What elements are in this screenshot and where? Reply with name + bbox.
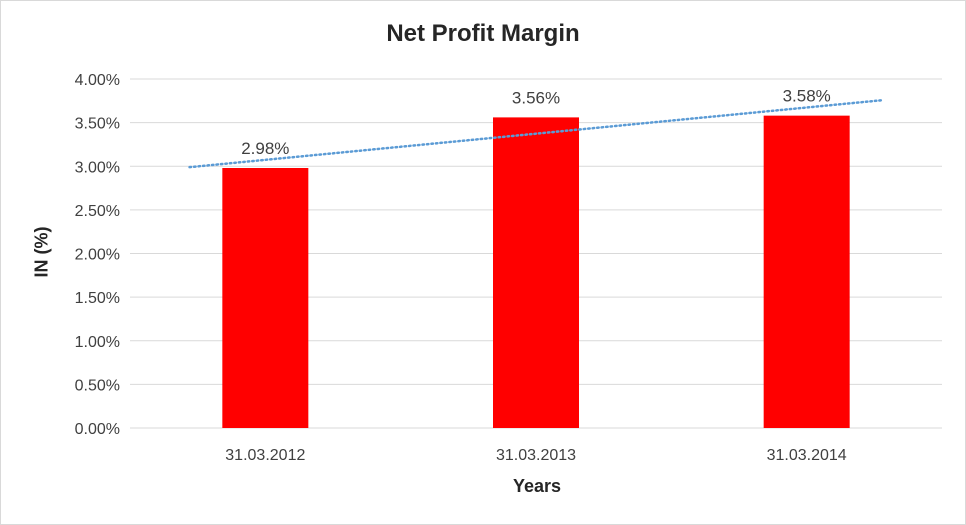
y-tick-label: 1.00%: [75, 334, 120, 351]
trendline-layer: [188, 98, 884, 169]
data-label: 3.56%: [512, 88, 560, 107]
data-labels: 2.98% 3.56% 3.58%: [241, 87, 831, 158]
y-tick-label: 3.50%: [75, 116, 120, 133]
y-tick-label: 1.50%: [75, 290, 120, 307]
bar: [493, 117, 579, 428]
data-label: 3.58%: [783, 87, 831, 106]
bar: [763, 115, 850, 429]
bars: [222, 115, 850, 429]
bar: [222, 167, 309, 428]
y-tick-label: 2.00%: [75, 247, 120, 264]
x-tick-label: 31.03.2013: [496, 447, 576, 464]
y-tick-label: 0.00%: [75, 421, 120, 438]
y-tick-label: 4.00%: [75, 72, 120, 89]
x-tick-labels: 31.03.2012 31.03.2013 31.03.2014: [225, 447, 847, 464]
data-label: 2.98%: [241, 139, 289, 158]
x-tick-label: 31.03.2012: [225, 447, 305, 464]
y-tick-labels: 0.00% 0.50% 1.00% 1.50% 2.00% 2.50% 3.00% 3.50%…: [75, 72, 120, 438]
y-tick-label: 0.50%: [75, 377, 120, 394]
x-axis-title: Years: [512, 476, 562, 496]
chart-title: Net Profit Margin: [386, 20, 580, 47]
x-tick-label: 31.03.2014: [767, 447, 847, 464]
y-tick-label: 3.00%: [75, 159, 120, 176]
y-tick-label: 2.50%: [75, 203, 120, 220]
trendline: [188, 98, 884, 169]
